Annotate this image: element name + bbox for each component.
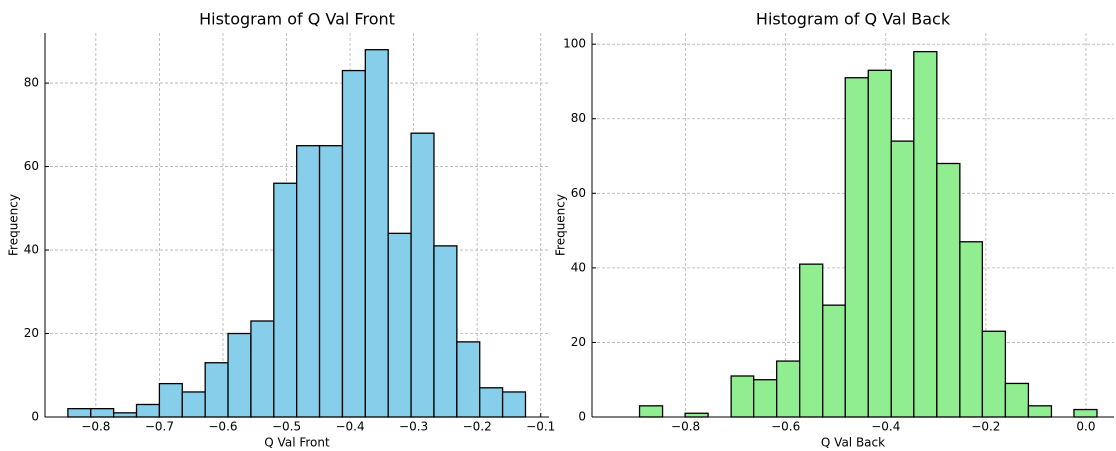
x-tick-label: −0.3 [399, 420, 428, 434]
bar [936, 162, 961, 418]
bar [753, 379, 778, 418]
bar [1004, 382, 1030, 418]
bar [1027, 405, 1053, 418]
x-tick-label: −0.5 [272, 420, 301, 434]
y-tick-label: 60 [24, 159, 39, 173]
y-tick-label: 20 [571, 335, 586, 349]
x-tick-label: −0.2 [463, 420, 492, 434]
bar [684, 412, 709, 418]
x-tick-label: −0.6 [771, 420, 800, 434]
x-tick-label: −0.6 [208, 420, 237, 434]
bar [456, 341, 481, 418]
y-tick-label: 60 [571, 186, 586, 200]
x-axis-label: Q Val Back [821, 436, 885, 450]
bar [204, 362, 229, 418]
bar [822, 304, 846, 418]
bar [638, 405, 664, 418]
bar [273, 182, 298, 418]
bar [433, 245, 458, 418]
bar [776, 360, 801, 418]
y-axis-label: Frequency [554, 194, 568, 256]
bar [227, 332, 252, 418]
x-tick-label: −0.4 [335, 420, 364, 434]
bar [135, 403, 161, 418]
chart-title: Histogram of Q Val Front [199, 10, 395, 29]
bar [730, 375, 755, 418]
y-tick-label: 80 [24, 76, 39, 90]
x-tick-label: −0.8 [81, 420, 110, 434]
y-tick-label: 80 [571, 111, 586, 125]
y-tick-label: 0 [31, 410, 39, 424]
bar [318, 145, 344, 418]
chart-title: Histogram of Q Val Back [756, 10, 951, 29]
x-tick-label: −0.1 [526, 420, 555, 434]
y-axis-label: Frequency [7, 194, 21, 256]
y-tick-label: 20 [24, 326, 39, 340]
bar [890, 140, 915, 418]
bar [67, 408, 92, 418]
x-axis-label: Q Val Front [264, 436, 330, 450]
bar [296, 145, 321, 418]
y-tick-label: 40 [571, 260, 586, 274]
bar [1073, 408, 1098, 418]
bar [158, 382, 183, 418]
bar [410, 132, 435, 418]
x-tick-label: 0.0 [1076, 420, 1095, 434]
bar [364, 49, 389, 418]
y-tick-label: 0 [578, 410, 586, 424]
bar [501, 391, 527, 418]
bar [844, 77, 869, 418]
x-tick-label: −0.8 [671, 420, 700, 434]
bar [913, 50, 938, 418]
y-tick-label: 100 [563, 37, 586, 51]
x-tick-label: −0.2 [971, 420, 1000, 434]
bar [479, 387, 504, 418]
bar [867, 69, 892, 418]
y-tick-label: 40 [24, 243, 39, 257]
bar [250, 320, 275, 418]
bar [341, 69, 366, 418]
bar [799, 263, 824, 418]
x-tick-label: −0.7 [145, 420, 174, 434]
bar [959, 241, 984, 418]
bar [112, 412, 138, 418]
bar [387, 232, 412, 418]
bar [981, 330, 1007, 418]
x-tick-label: −0.4 [871, 420, 900, 434]
bar [90, 408, 115, 418]
bar [181, 391, 206, 418]
